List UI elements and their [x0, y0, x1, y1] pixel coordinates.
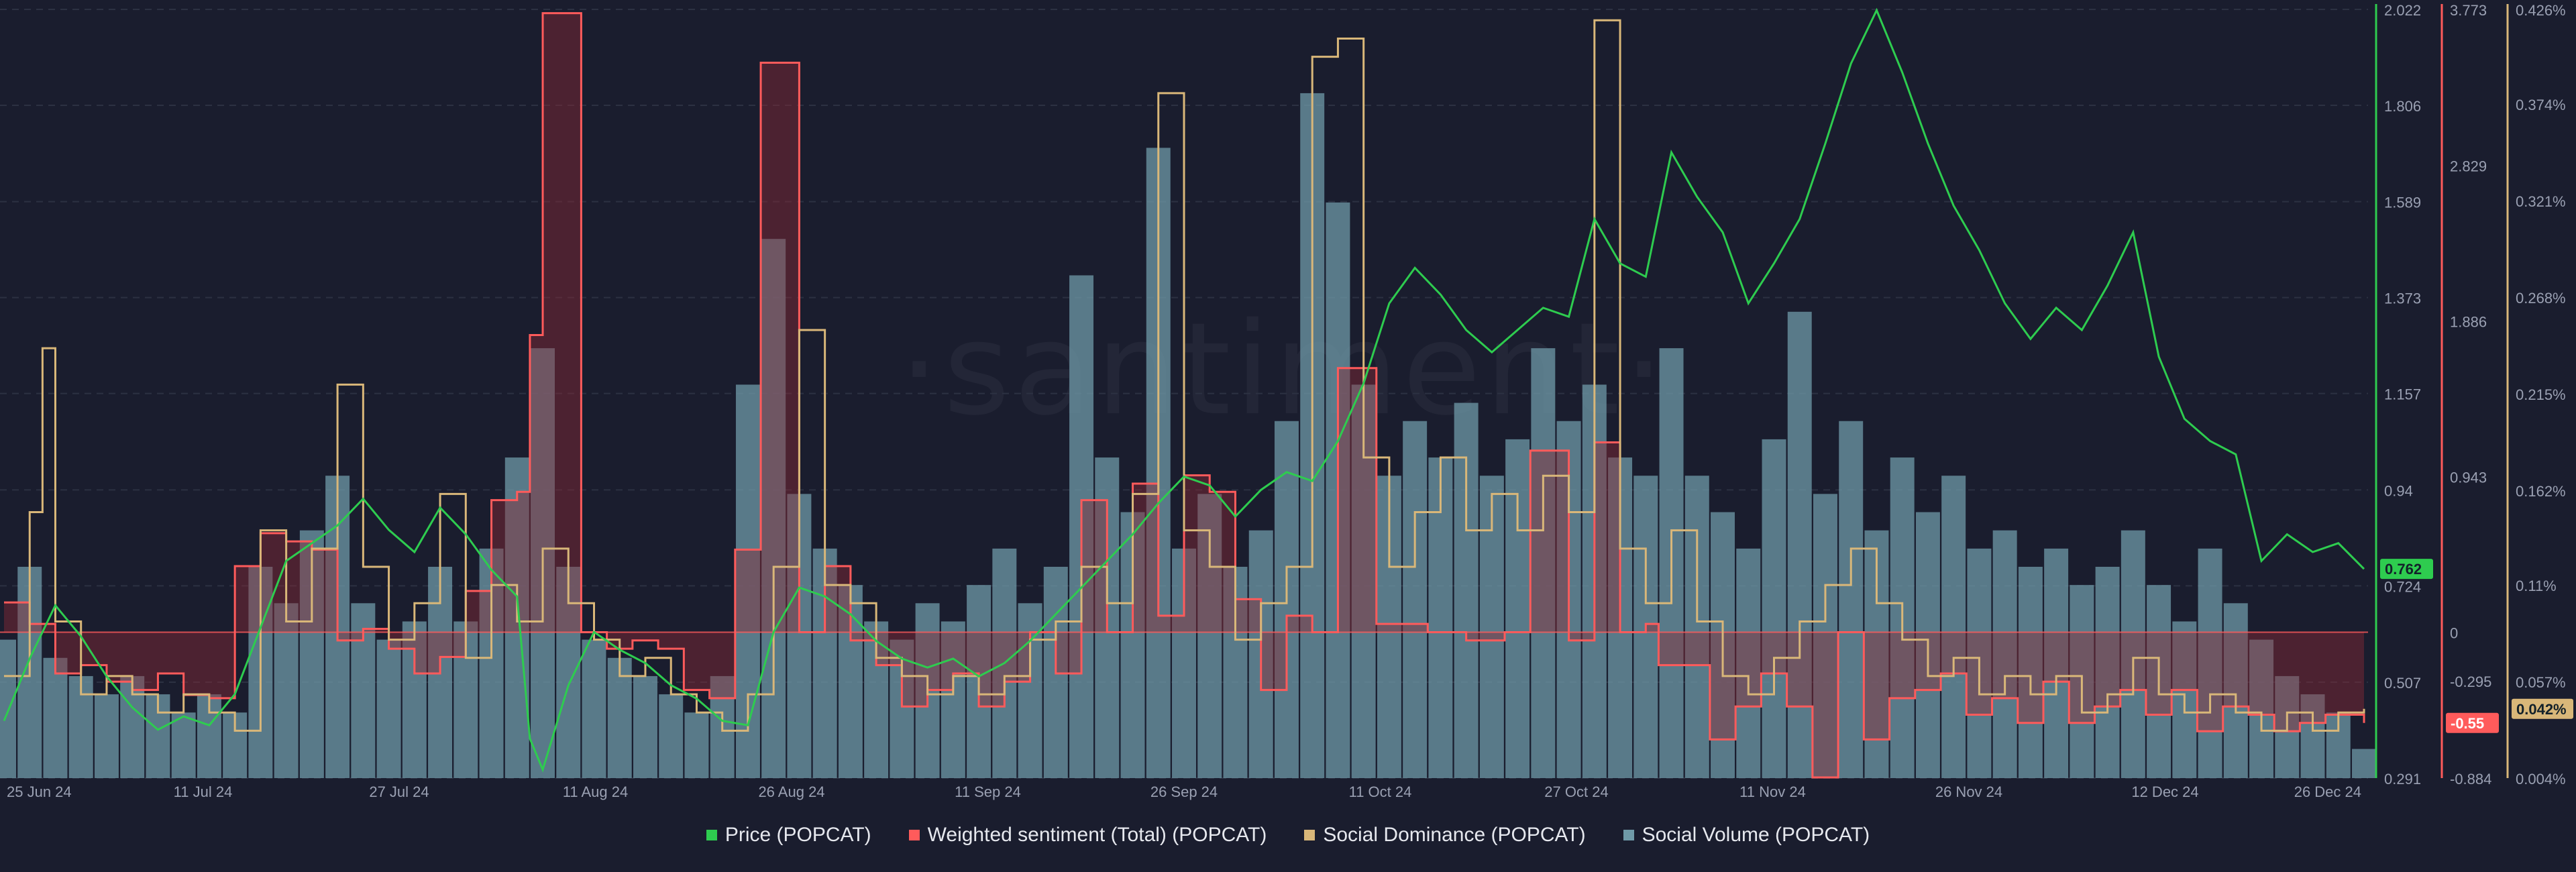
x-tick-label: 11 Oct 24: [1349, 783, 1412, 800]
social-volume-bar: [2249, 639, 2274, 778]
x-tick-label: 11 Sep 24: [955, 783, 1021, 800]
price-axis: 2.022 1.806 1.589 1.373 1.157 0.94 0.724 0.507 0…: [2375, 2, 2433, 787]
legend-item[interactable]: Price (POPCAT): [706, 824, 871, 847]
social-volume-bar: [633, 675, 657, 778]
social-volume-bar: [582, 639, 606, 778]
legend-label: Social Dominance (POPCAT): [1323, 824, 1586, 846]
sentiment-last-value-badge: [2446, 712, 2499, 733]
social-volume-bar: [1684, 476, 1709, 778]
social-dominance-line: [4, 19, 2365, 732]
dominance-tick-label: 0.268%: [2516, 290, 2566, 307]
social-volume-bar: [1941, 476, 1966, 778]
dominance-last-value-badge: [2512, 698, 2573, 719]
price-tick-label: 1.373: [2384, 290, 2421, 307]
dominance-tick-label: 0.11%: [2516, 578, 2557, 594]
social-volume-bar: [43, 657, 68, 778]
social-volume-bar: [684, 712, 709, 778]
sentiment-tick-label: -0.884: [2450, 771, 2491, 787]
legend-item[interactable]: Weighted sentiment (Total) (POPCAT): [908, 824, 1267, 847]
price-tick-label: 0.291: [2384, 771, 2421, 787]
dominance-tick-label: 0.004%: [2516, 771, 2566, 787]
legend: Price (POPCAT) Weighted sentiment (Total)…: [0, 824, 2576, 847]
price-tick-label: 1.157: [2384, 386, 2421, 403]
x-tick-label: 26 Aug 24: [758, 783, 824, 800]
price-last-value-badge: [2380, 559, 2433, 580]
social-volume-bar: [1018, 603, 1042, 778]
legend-item[interactable]: Social Volume (POPCAT): [1623, 824, 1870, 847]
social-volume-bar: [1992, 530, 2017, 778]
dominance-last-value: 0.042%: [2516, 701, 2567, 718]
social-volume-bar: [171, 712, 196, 778]
sentiment-last-value: -0.55: [2451, 715, 2484, 732]
dominance-tick-label: 0.057%: [2516, 674, 2566, 691]
social-volume-bar: [2352, 749, 2376, 778]
price-tick-label: 1.806: [2384, 98, 2421, 115]
social-volume-bar: [402, 621, 427, 778]
social-volume-bar: [2044, 548, 2069, 778]
price-last-value: 0.762: [2385, 561, 2422, 578]
x-tick-label: 26 Nov 24: [1935, 783, 2002, 800]
price-tick-label: 0.724: [2384, 578, 2421, 595]
price-tick-label: 0.94: [2384, 482, 2413, 499]
social-volume-bar: [2198, 548, 2222, 778]
x-tick-label: 26 Sep 24: [1150, 783, 1218, 800]
price-line: [3, 7, 2365, 773]
social-volume-bar: [94, 694, 119, 778]
x-tick-label: 26 Dec 24: [2294, 783, 2361, 800]
sentiment-area: [4, 13, 2364, 778]
social-volume-bar: [2095, 566, 2120, 778]
x-tick-label: 11 Aug 24: [563, 783, 628, 800]
social-volume-bar: [1839, 421, 1864, 778]
legend-label: Price (POPCAT): [724, 824, 871, 846]
social-volume-bar: [1505, 439, 1530, 778]
sentiment-tick-label: -0.295: [2450, 673, 2491, 690]
x-tick-label: 27 Jul 24: [369, 783, 429, 800]
sentiment-axis: 3.773 2.829 1.886 0.943 0 -0.295 -0.884 -0.55: [2440, 2, 2499, 787]
legend-label: Social Volume (POPCAT): [1642, 824, 1870, 846]
dominance-tick-label: 0.374%: [2516, 97, 2566, 113]
social-volume-bar: [1813, 494, 1837, 778]
sentiment-tick-label: 3.773: [2450, 2, 2487, 19]
social-volume-bar: [1736, 548, 1761, 778]
dominance-tick-label: 0.162%: [2516, 483, 2566, 500]
sentiment-tick-label: 2.829: [2450, 158, 2487, 174]
x-tick-label: 25 Jun 24: [7, 783, 72, 800]
sentiment-tick-label: 1.886: [2450, 313, 2487, 330]
social-volume-bar: [2018, 566, 2043, 778]
dominance-tick-label: 0.321%: [2516, 193, 2566, 210]
legend-swatch: [706, 830, 717, 840]
social-volume-bar: [607, 657, 632, 778]
dominance-axis: 0.426% 0.374% 0.321% 0.268% 0.215% 0.162% 0.11…: [2506, 2, 2573, 787]
social-volume-bar: [2300, 694, 2325, 778]
x-axis: 25 Jun 24 11 Jul 24 27 Jul 24 11 Aug 24 26 A…: [7, 783, 2361, 800]
sentiment-tick-label: 0.943: [2450, 469, 2487, 486]
social-volume-bar: [1787, 311, 1812, 778]
price-tick-label: 2.022: [2384, 2, 2421, 19]
legend-swatch: [1304, 830, 1316, 840]
social-volume-bar: [2121, 530, 2145, 778]
dominance-tick-label: 0.215%: [2516, 386, 2566, 403]
social-volume-bar: [1531, 348, 1556, 778]
price-tick-label: 0.507: [2384, 675, 2421, 692]
x-tick-label: 27 Oct 24: [1544, 783, 1608, 800]
social-volume-bar: [1403, 421, 1428, 778]
legend-swatch: [1623, 830, 1634, 840]
social-volume-bar: [941, 621, 965, 778]
legend-label: Weighted sentiment (Total) (POPCAT): [927, 824, 1267, 846]
x-tick-label: 11 Nov 24: [1739, 783, 1806, 800]
sentiment-tick-label: 0: [2450, 624, 2458, 641]
x-tick-label: 11 Jul 24: [174, 783, 233, 800]
social-volume-bar: [376, 639, 401, 778]
dominance-tick-label: 0.426%: [2516, 2, 2566, 19]
price-tick-label: 1.589: [2384, 195, 2421, 211]
social-volume-bar: [659, 694, 684, 778]
legend-swatch: [908, 830, 920, 840]
x-tick-label: 12 Dec 24: [2131, 783, 2198, 800]
social-volume-bar: [1762, 439, 1786, 778]
legend-item[interactable]: Social Dominance (POPCAT): [1304, 824, 1586, 847]
